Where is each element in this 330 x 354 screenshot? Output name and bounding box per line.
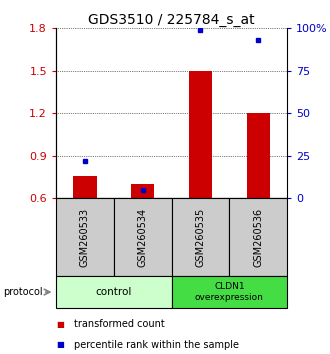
Text: CLDN1
overexpression: CLDN1 overexpression [195, 282, 264, 302]
Text: percentile rank within the sample: percentile rank within the sample [74, 340, 239, 350]
Bar [172, 198, 229, 276]
Bar [114, 198, 172, 276]
Text: control: control [96, 287, 132, 297]
Text: protocol: protocol [3, 287, 43, 297]
Bar [247, 113, 270, 198]
Bar [56, 198, 114, 276]
Text: GSM260535: GSM260535 [195, 207, 206, 267]
Text: ■: ■ [56, 340, 64, 349]
Bar [74, 176, 97, 198]
Text: GSM260533: GSM260533 [80, 207, 90, 267]
Title: GDS3510 / 225784_s_at: GDS3510 / 225784_s_at [88, 13, 255, 27]
Text: GSM260534: GSM260534 [138, 207, 148, 267]
Bar [229, 198, 287, 276]
Text: ■: ■ [56, 320, 64, 329]
Text: transformed count: transformed count [74, 319, 165, 329]
Bar [56, 276, 172, 308]
Bar [189, 71, 212, 198]
Bar [131, 184, 154, 198]
Bar [172, 276, 287, 308]
Text: GSM260536: GSM260536 [253, 207, 263, 267]
